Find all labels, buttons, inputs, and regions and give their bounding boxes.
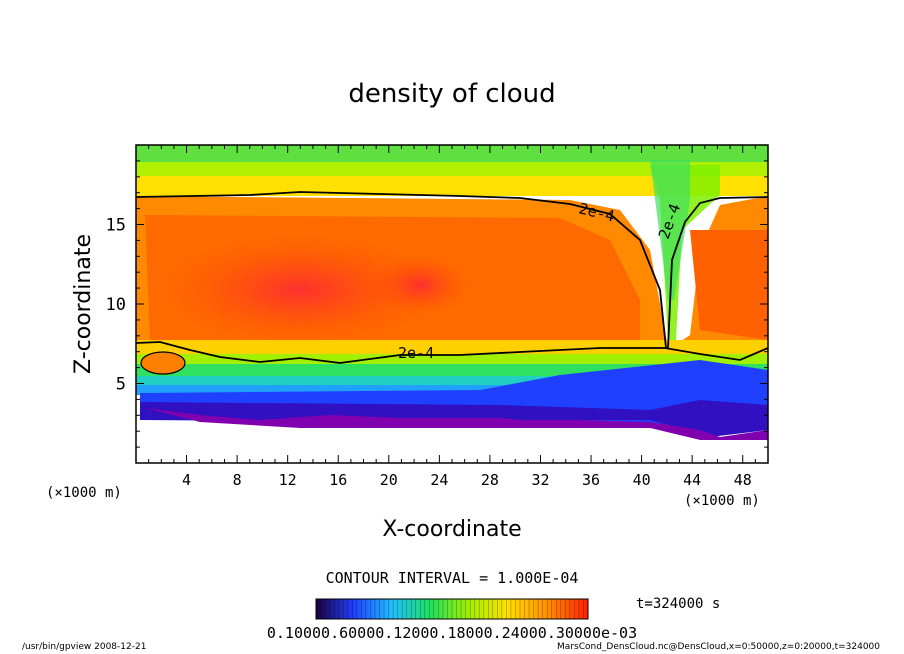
x-tick-label: 44 [683, 471, 701, 489]
contour-line-upper [136, 191, 768, 349]
y-axis: 5 10 15 [106, 160, 768, 448]
cloud-core [160, 235, 440, 345]
contour-label-bottom: 2e-4 [398, 344, 434, 362]
x-axis: 4 8 12 16 20 24 28 32 36 40 44 48 [148, 145, 756, 489]
x-tick-label: 40 [633, 471, 651, 489]
x-tick-label: 24 [430, 471, 448, 489]
plot-area [136, 145, 768, 463]
x-axis-label: X-coordinate [382, 517, 521, 542]
footer-left: /usr/bin/gpview 2008-12-21 [22, 642, 146, 652]
x-tick-label: 16 [329, 471, 347, 489]
y-tick-label: 15 [106, 216, 126, 236]
contour-interval: CONTOUR INTERVAL = 1.000E-04 [326, 569, 579, 587]
footer-right: MarsCond_DensCloud.nc@DensCloud,x=0:5000… [557, 642, 880, 652]
time-label: t=324000 s [636, 596, 720, 612]
y-tick-label: 10 [106, 295, 126, 315]
x-tick-label: 28 [481, 471, 499, 489]
x-tick-label: 32 [531, 471, 549, 489]
x-tick-label: 8 [233, 471, 242, 489]
colorbar-stripes [320, 599, 584, 619]
y-axis-label: Z-coordinate [71, 234, 96, 374]
x-unit-left: (×1000 m) [46, 485, 122, 501]
x-unit-right: (×1000 m) [684, 493, 760, 509]
x-tick-label: 20 [380, 471, 398, 489]
colorbar-labels: 0.10000.60000.12000.18000.24000.30000e-0… [267, 624, 637, 642]
contour-line-lower [136, 341, 768, 364]
chart-title: density of cloud [348, 79, 555, 109]
y-tick-label: 5 [116, 375, 126, 395]
x-tick-label: 12 [279, 471, 297, 489]
x-tick-label: 4 [182, 471, 191, 489]
x-tick-label: 36 [582, 471, 600, 489]
x-tick-label: 48 [734, 471, 752, 489]
